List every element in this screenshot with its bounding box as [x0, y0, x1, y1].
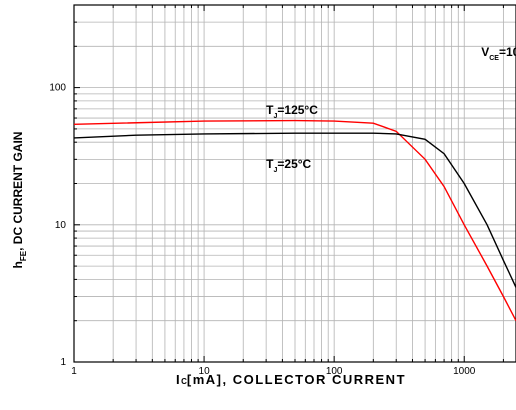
y-tick-label: 100: [49, 83, 66, 94]
y-tick-label: 10: [55, 220, 67, 231]
x-tick-label: 1000: [453, 366, 476, 377]
annotation-label: TJ=125°C: [266, 103, 318, 120]
x-tick-label: 10: [199, 366, 211, 377]
series-line: [74, 132, 516, 288]
axis-ticks: [74, 5, 504, 362]
series-lines: [74, 119, 516, 322]
x-tick-label: 100: [326, 366, 343, 377]
y-tick-label: 1: [60, 357, 66, 368]
annotations: VCE=10V TJ=125°C TJ=25°C: [266, 45, 516, 174]
grid: [74, 5, 516, 362]
series-line: [74, 119, 516, 322]
y-axis-title: hFE, DC CURRENT GAIN: [11, 132, 28, 269]
annotation-label: TJ=25°C: [266, 157, 311, 174]
x-tick-label: 1: [71, 366, 77, 377]
annotation-label: VCE=10V: [481, 45, 516, 62]
x-axis-title: IC[mA], COLLECTOR CURRENT: [176, 372, 406, 387]
tick-labels: 1 10 100 1000 1 10 100: [49, 83, 475, 377]
